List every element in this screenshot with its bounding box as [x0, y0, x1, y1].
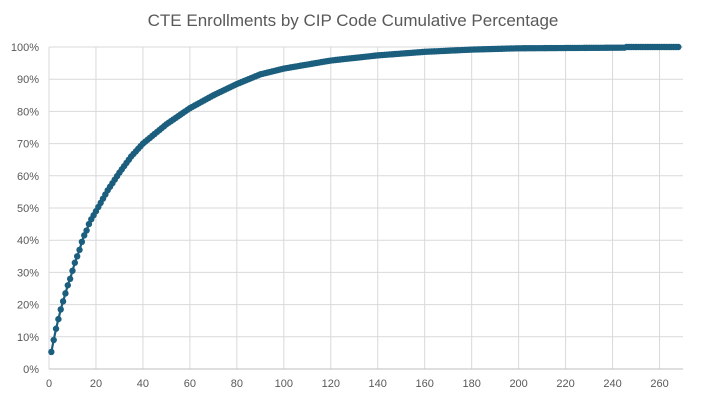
y-tick-label: 50%	[17, 203, 39, 215]
data-point	[78, 238, 86, 246]
y-tick-label: 40%	[17, 235, 39, 247]
x-tick-label: 60	[184, 378, 196, 390]
y-tick-label: 100%	[11, 42, 39, 54]
data-point	[55, 315, 62, 323]
x-tick-label: 40	[137, 378, 149, 390]
data-point	[85, 220, 93, 228]
x-tick-label: 160	[416, 378, 434, 390]
x-tick-label: 200	[509, 378, 527, 390]
series-line	[50, 45, 679, 353]
data-point	[48, 348, 55, 356]
x-tick-label: 100	[275, 378, 293, 390]
y-tick-label: 0%	[23, 364, 39, 376]
y-axis-ticks: 0% 10% 20% 30% 40% 50% 60% 70% 80% 90% 100%	[11, 42, 39, 376]
data-point	[69, 267, 76, 274]
x-tick-label: 120	[322, 378, 340, 390]
y-tick-label: 60%	[17, 171, 39, 183]
y-tick-label: 70%	[17, 139, 39, 151]
data-point	[83, 227, 90, 234]
y-tick-label: 90%	[17, 74, 39, 86]
y-tick-label: 80%	[17, 106, 39, 118]
data-point	[81, 232, 88, 239]
data-point	[675, 43, 682, 51]
x-tick-label: 260	[650, 378, 668, 390]
x-tick-label: 0	[46, 378, 52, 390]
x-tick-label: 140	[369, 378, 387, 390]
data-point	[76, 246, 83, 254]
x-tick-label: 220	[556, 378, 574, 390]
y-tick-label: 10%	[17, 332, 39, 344]
data-point	[66, 275, 74, 283]
chart-title: CTE Enrollments by CIP Code Cumulative P…	[148, 11, 559, 30]
x-tick-label: 180	[462, 378, 480, 390]
data-point	[57, 306, 64, 313]
data-point	[73, 253, 81, 260]
data-point	[50, 336, 57, 344]
x-tick-label: 20	[90, 378, 102, 390]
series-cumulative-percentage	[48, 43, 682, 356]
data-point	[59, 298, 67, 305]
data-point	[52, 325, 60, 332]
gridlines	[48, 46, 683, 370]
data-point	[64, 282, 71, 289]
x-tick-label: 80	[231, 378, 243, 390]
x-axis-ticks: 0 20 40 60 80 100 120 140 160 180 200 220 240 260	[46, 378, 669, 390]
data-point	[62, 290, 69, 297]
y-tick-label: 30%	[17, 267, 39, 279]
x-tick-label: 240	[603, 378, 621, 390]
y-tick-label: 20%	[17, 300, 39, 312]
data-point	[71, 259, 79, 266]
